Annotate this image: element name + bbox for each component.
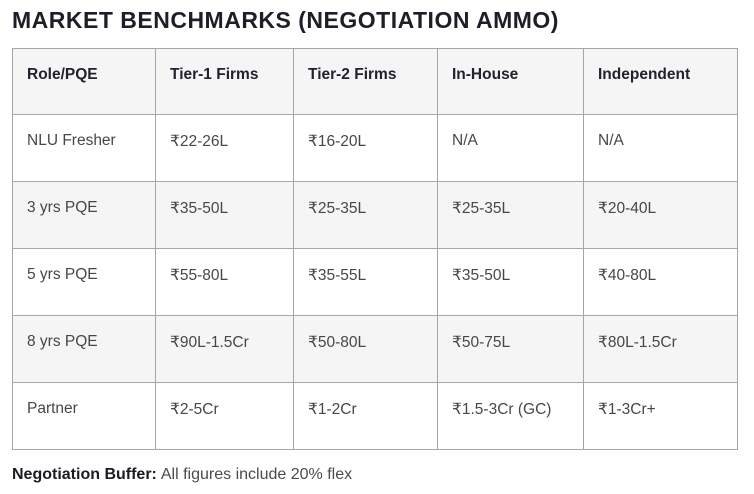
table-cell: ₹22-26L	[155, 114, 294, 182]
column-header-tier1: Tier-1 Firms	[155, 48, 294, 115]
table-cell: ₹25-35L	[293, 181, 438, 249]
column-header-role: Role/PQE	[12, 48, 156, 115]
table-row: 3 yrs PQE ₹35-50L ₹25-35L ₹25-35L ₹20-40…	[12, 181, 738, 249]
column-header-inhouse: In-House	[437, 48, 584, 115]
header-row: Role/PQE Tier-1 Firms Tier-2 Firms In-Ho…	[12, 48, 738, 115]
row-label-cell: 5 yrs PQE	[12, 248, 156, 316]
footnote: Negotiation Buffer: All figures include 2…	[12, 466, 742, 484]
table-cell: ₹20-40L	[583, 181, 738, 249]
page-title: MARKET BENCHMARKS (NEGOTIATION AMMO)	[12, 7, 559, 33]
table-cell: N/A	[583, 114, 738, 182]
row-label-cell: 8 yrs PQE	[12, 315, 156, 383]
footnote-text: All figures include 20% flex	[160, 466, 353, 483]
table-cell: ₹1-3Cr+	[583, 382, 738, 450]
table-cell: ₹1-2Cr	[293, 382, 438, 450]
row-label-cell: 3 yrs PQE	[12, 181, 156, 249]
table-cell: N/A	[437, 114, 584, 182]
table-row: Partner ₹2-5Cr ₹1-2Cr ₹1.5-3Cr (GC) ₹1-3…	[12, 382, 738, 450]
column-header-independent: Independent	[583, 48, 738, 115]
table-cell: ₹35-55L	[293, 248, 438, 316]
column-header-tier2: Tier-2 Firms	[293, 48, 438, 115]
footnote-label: Negotiation Buffer:	[12, 466, 157, 483]
table-cell: ₹25-35L	[437, 181, 584, 249]
table-cell: ₹50-80L	[293, 315, 438, 383]
table-row: NLU Fresher ₹22-26L ₹16-20L N/A N/A	[12, 114, 738, 182]
table-cell: ₹35-50L	[155, 181, 294, 249]
table-row: 5 yrs PQE ₹55-80L ₹35-55L ₹35-50L ₹40-80…	[12, 248, 738, 316]
table-row: 8 yrs PQE ₹90L-1.5Cr ₹50-80L ₹50-75L ₹80…	[12, 315, 738, 383]
table-cell: ₹80L-1.5Cr	[583, 315, 738, 383]
benchmarks-table: Role/PQE Tier-1 Firms Tier-2 Firms In-Ho…	[12, 48, 738, 450]
table-cell: ₹40-80L	[583, 248, 738, 316]
table-cell: ₹55-80L	[155, 248, 294, 316]
row-label-cell: NLU Fresher	[12, 114, 156, 182]
table-cell: ₹16-20L	[293, 114, 438, 182]
table-cell: ₹50-75L	[437, 315, 584, 383]
table-cell: ₹1.5-3Cr (GC)	[437, 382, 584, 450]
table-cell: ₹35-50L	[437, 248, 584, 316]
row-label-cell: Partner	[12, 382, 156, 450]
table-cell: ₹2-5Cr	[155, 382, 294, 450]
table-cell: ₹90L-1.5Cr	[155, 315, 294, 383]
